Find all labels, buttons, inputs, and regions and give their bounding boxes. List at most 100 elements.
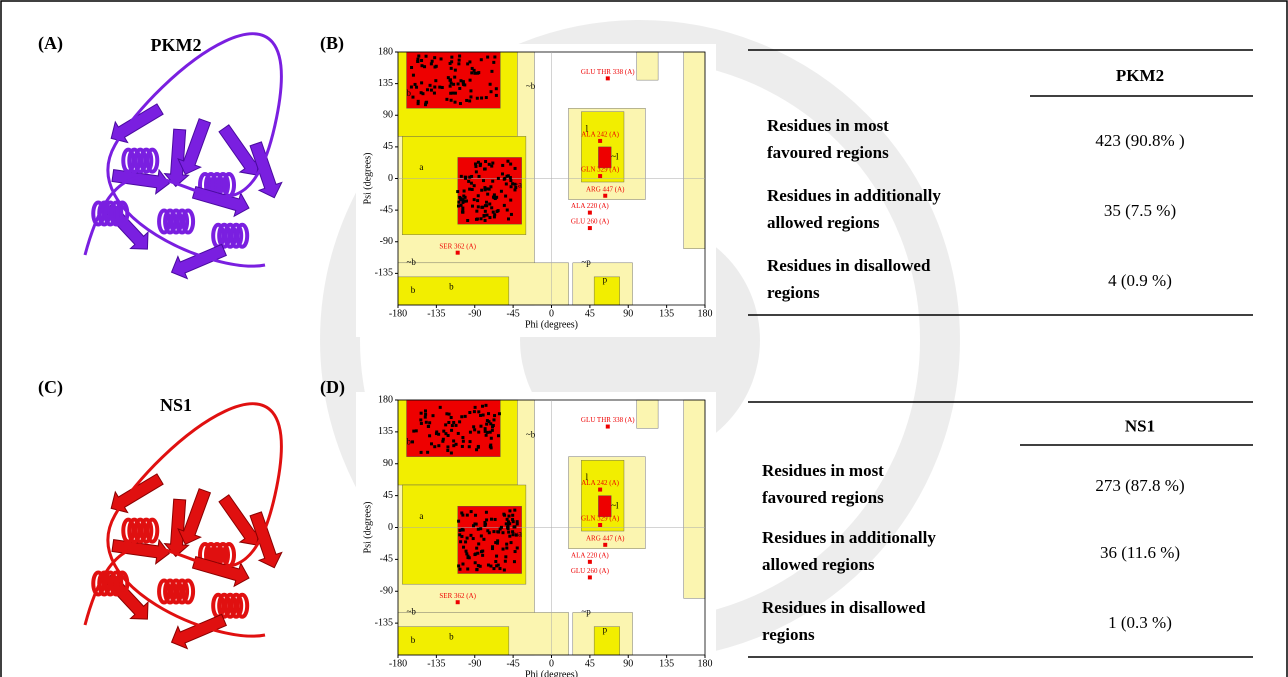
protein-title: NS1 [160,395,192,415]
residue-dot [434,79,437,82]
residue-dot [496,530,499,533]
residue-dot [446,449,449,452]
residue-dot [450,56,453,59]
residue-dot [451,424,454,427]
residue-dot [469,95,472,98]
region-label: b [407,437,412,447]
outlier-dot [598,139,602,143]
outlier-dot [598,523,602,527]
residue-dot [462,529,465,532]
residue-dot [480,189,483,192]
residue-dot [469,440,472,443]
residue-dot [460,415,463,418]
row-label: Residues in most [767,116,889,135]
residue-dot [477,446,480,449]
residue-dot [462,195,465,198]
residue-dot [484,188,487,191]
residue-dot [428,434,431,437]
region-label: b [407,88,412,98]
outlier-dot [598,174,602,178]
residue-dot [465,550,468,553]
residue-dot [481,206,484,209]
residue-dot [458,568,461,571]
residue-dot [450,429,453,432]
region-label: b [411,635,416,645]
residue-dot [463,190,466,193]
residue-dot [493,414,496,417]
residue-dot [472,537,475,540]
y-tick-label: 135 [378,426,393,437]
residue-dot [439,406,442,409]
residue-dot [415,86,418,89]
residue-dot [490,206,493,209]
residue-dot [472,524,475,527]
x-tick-label: -135 [427,658,445,669]
residue-dot [477,528,480,531]
panel-label: (D) [320,377,345,398]
residue-dot [414,83,417,86]
residue-dot [492,530,495,533]
residue-dot [486,529,489,532]
residue-dot [479,414,482,417]
outlier-dot [588,226,592,230]
row-value: 36 (11.6 %) [1100,543,1180,562]
residue-dot [451,92,454,95]
residue-dot [450,67,453,70]
region-label: ~b [407,607,417,617]
y-tick-label: 180 [378,394,393,405]
residue-dot [461,207,464,210]
outlier-label: ALA 220 (A) [571,202,609,210]
row-value: 4 (0.9 %) [1108,271,1172,290]
outlier-label: ALA 242 (A) [581,131,619,139]
residue-dot [484,219,487,222]
residue-dot [479,217,482,220]
residue-dot [513,509,516,512]
residue-dot [495,87,498,90]
residue-dot [484,210,487,213]
residue-dot [459,102,462,105]
residue-dot [492,418,495,421]
residue-dot [440,57,443,60]
residue-dot [446,445,449,448]
residue-dot [473,184,476,187]
residue-dot [447,76,450,79]
outlier-dot [606,425,610,429]
x-tick-label: 45 [585,658,595,669]
residue-dot [424,103,427,106]
outlier-label: GLU THR 338 (A) [581,68,635,76]
y-tick-label: 45 [383,141,393,152]
residue-dot [433,56,436,59]
protein-title: PKM2 [151,35,202,55]
region-label: ~a [513,180,522,190]
residue-dot [471,205,474,208]
residue-dot [476,218,479,221]
residue-dot [462,440,465,443]
y-tick-label: -135 [375,617,393,628]
residue-dot [475,170,478,173]
residue-dot [506,160,509,163]
y-tick-label: 135 [378,78,393,89]
residue-dot [429,84,432,87]
residue-dot [477,205,480,208]
outlier-label: GLU 260 (A) [571,218,610,226]
residue-dot [475,210,478,213]
x-tick-label: -135 [427,308,445,319]
residue-dot [505,547,508,550]
residue-dot [490,90,493,93]
row-value: 423 (90.8% ) [1095,131,1184,150]
residue-dot [447,434,450,437]
residue-dot [502,513,505,516]
residue-dot [458,55,461,58]
residue-dot [469,89,472,92]
residue-dot [480,534,483,537]
row-label: regions [767,283,820,302]
residue-dot [481,550,484,553]
residue-dot [474,561,477,564]
residue-dot [516,546,519,549]
row-label: Residues in disallowed [762,598,926,617]
outlier-dot [598,488,602,492]
residue-dot [473,428,476,431]
residue-dot [421,92,424,95]
residue-dot [420,64,423,67]
residue-dot [435,432,438,435]
